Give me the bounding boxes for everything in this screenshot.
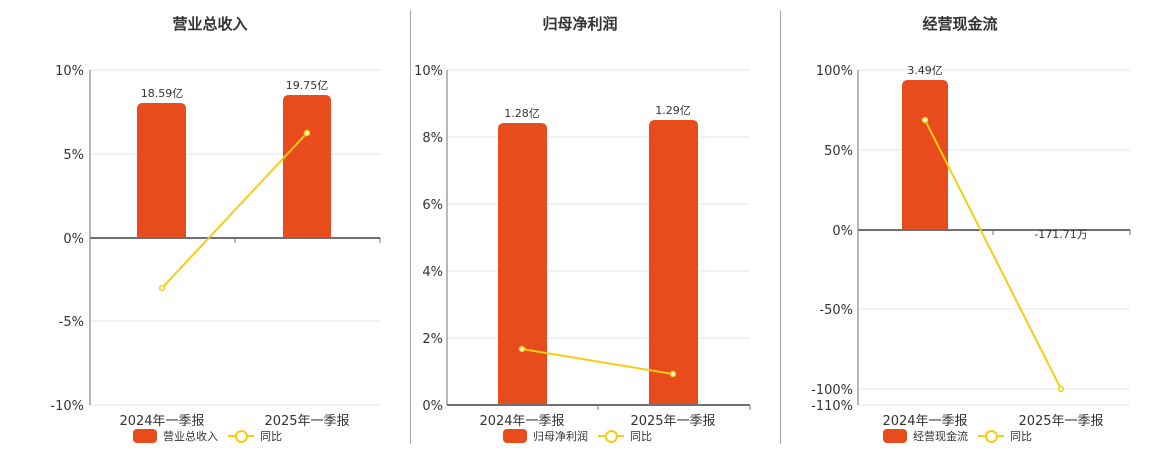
chart-legend: 经营现金流 同比 (883, 428, 1032, 444)
line-legend-icon[interactable] (978, 429, 1004, 443)
svg-text:5%: 5% (63, 148, 84, 163)
yoy-point (921, 116, 929, 124)
line-legend-label[interactable]: 同比 (260, 430, 282, 443)
chart-panel-net-profit: 归母净利润 10% 8% 6% 4% 2% 0% 2024年一季报 2025年一… (414, 15, 751, 444)
line-legend-label[interactable]: 同比 (630, 430, 652, 443)
bar-legend-label[interactable]: 经营现金流 (913, 430, 968, 443)
yoy-line (521, 348, 674, 375)
bar-legend-swatch[interactable] (883, 429, 907, 443)
svg-text:2%: 2% (422, 332, 443, 347)
svg-text:-10%: -10% (50, 399, 84, 414)
bar-legend-swatch[interactable] (133, 429, 157, 443)
svg-text:0%: 0% (832, 224, 853, 239)
bar-legend-swatch[interactable] (503, 429, 527, 443)
yoy-point (669, 370, 677, 378)
line-legend-icon[interactable] (598, 429, 624, 443)
yoy-point (303, 129, 311, 137)
svg-text:-110%: -110% (811, 399, 853, 414)
bar-2025 (649, 120, 698, 405)
yoy-line (161, 132, 308, 289)
svg-text:2025年一季报: 2025年一季报 (264, 414, 349, 429)
chart-panel-revenue: 营业总收入 10% 5% 0% -5% -10% 2024年一季报 2025年一… (0, 0, 400, 450)
bar-2024 (137, 103, 186, 238)
svg-text:2024年一季报: 2024年一季报 (882, 414, 967, 429)
chart-legend: 营业总收入 同比 (133, 428, 282, 444)
svg-text:-5%: -5% (59, 315, 84, 330)
svg-text:2025年一季报: 2025年一季报 (1018, 414, 1103, 429)
svg-text:-50%: -50% (819, 303, 853, 318)
svg-text:10%: 10% (414, 64, 443, 79)
yoy-point (518, 345, 526, 353)
bar-2025 (283, 95, 331, 238)
chart-title: 归母净利润 (542, 15, 618, 33)
svg-text:1.29亿: 1.29亿 (655, 104, 691, 117)
svg-text:3.49亿: 3.49亿 (907, 64, 943, 77)
panel-divider (410, 10, 411, 444)
svg-text:0%: 0% (422, 399, 443, 414)
bar-2024 (498, 123, 547, 405)
svg-text:18.59亿: 18.59亿 (141, 87, 184, 100)
svg-text:10%: 10% (55, 64, 84, 79)
bar-legend-label[interactable]: 营业总收入 (163, 430, 218, 443)
svg-text:4%: 4% (422, 265, 443, 280)
svg-text:2024年一季报: 2024年一季报 (479, 414, 564, 429)
bar-legend-label[interactable]: 归母净利润 (533, 430, 588, 443)
svg-text:2024年一季报: 2024年一季报 (119, 414, 204, 429)
line-legend-label[interactable]: 同比 (1010, 430, 1032, 443)
chart-title: 经营现金流 (922, 15, 998, 33)
chart-plot-area: 10% 8% 6% 4% 2% 0% 2024年一季报 2025年一季报 1.2… (414, 64, 751, 429)
svg-text:-171.71万: -171.71万 (1034, 228, 1087, 241)
svg-text:8%: 8% (422, 131, 443, 146)
yoy-line (924, 119, 1062, 390)
svg-text:2025年一季报: 2025年一季报 (630, 414, 715, 429)
chart-plot-area: 10% 5% 0% -5% -10% 2024年一季报 2025年一季报 18.… (50, 64, 381, 429)
svg-text:-100%: -100% (811, 383, 853, 398)
chart-title: 营业总收入 (172, 15, 248, 33)
svg-text:1.28亿: 1.28亿 (504, 107, 540, 120)
line-legend-icon[interactable] (228, 429, 254, 443)
svg-text:0%: 0% (63, 232, 84, 247)
svg-text:50%: 50% (824, 144, 853, 159)
chart-legend: 归母净利润 同比 (503, 428, 652, 444)
yoy-point (1057, 385, 1065, 393)
svg-text:6%: 6% (422, 198, 443, 213)
svg-text:100%: 100% (816, 64, 853, 79)
bar-2024 (902, 80, 948, 230)
yoy-point (158, 284, 166, 292)
svg-text:19.75亿: 19.75亿 (286, 79, 329, 92)
panel-divider (780, 10, 781, 444)
